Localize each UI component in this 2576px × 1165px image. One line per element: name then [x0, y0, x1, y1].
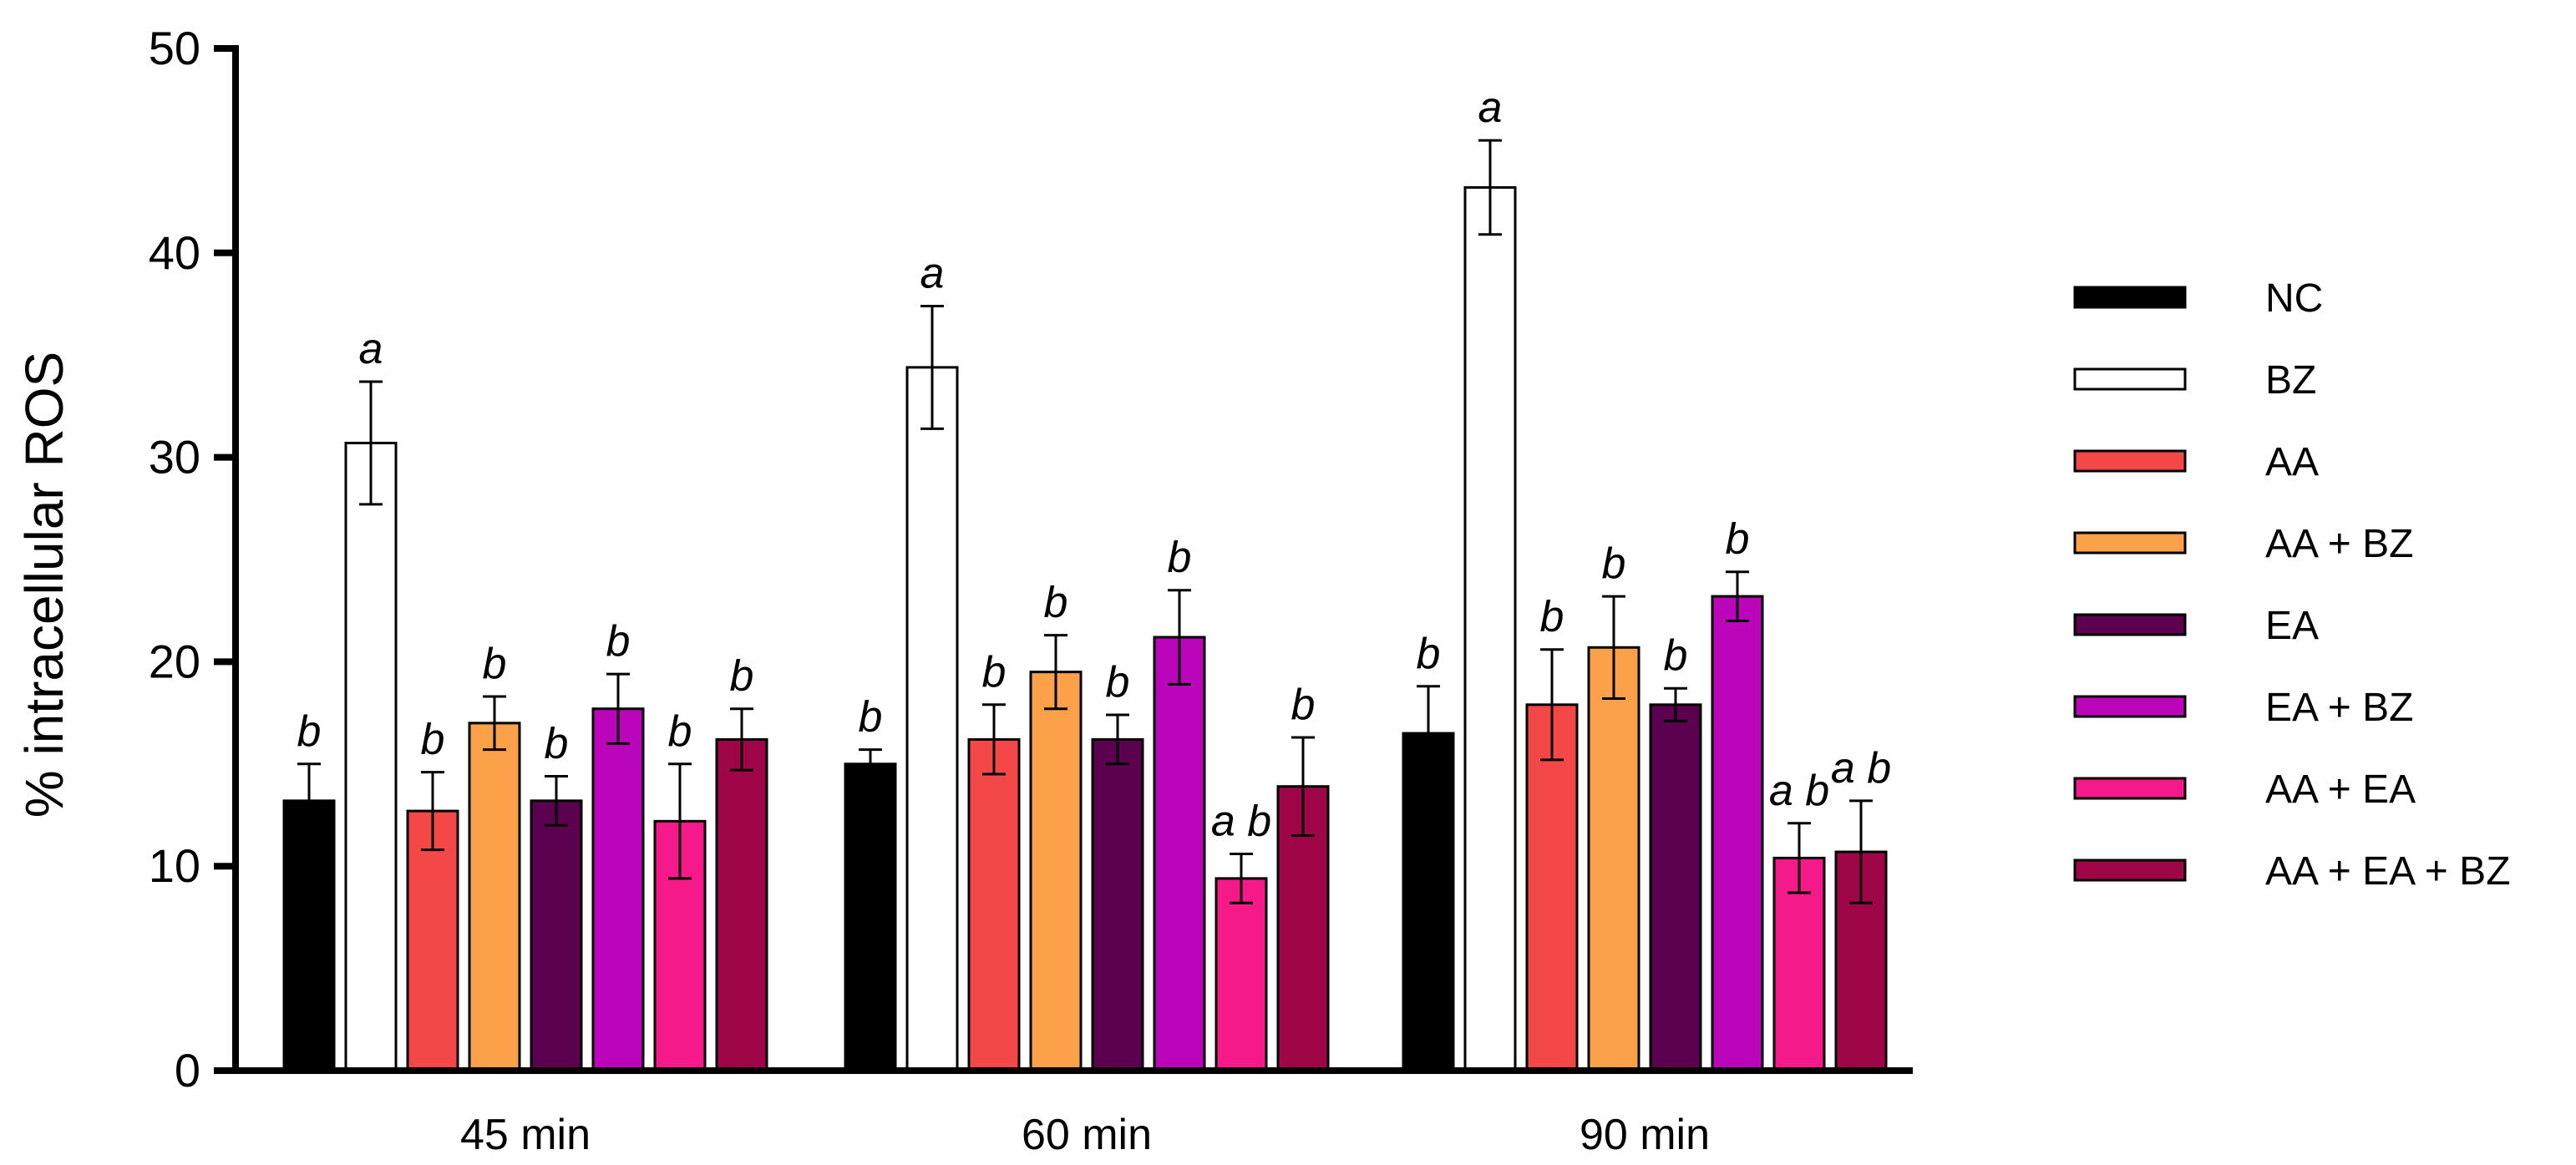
significance-label: a b: [1211, 798, 1271, 846]
y-tick-label: 40: [149, 226, 200, 279]
bar-nc-90-min: [1402, 732, 1455, 1072]
bar-ea-bz-90-min: [1711, 595, 1764, 1072]
bar-aa-bz-45-min: [468, 722, 521, 1072]
legend: NC BZ AA AA + BZ EA EA + BZ AA + EA AA + EA + B…: [2073, 276, 2511, 894]
bar-aa-45-min: [406, 809, 459, 1072]
significance-label: b: [1664, 631, 1688, 680]
y-tick-label: 20: [149, 635, 200, 687]
significance-label: b: [1726, 515, 1750, 564]
legend-swatch: [2073, 777, 2187, 800]
legend-swatch: [2073, 695, 2187, 718]
legend-swatch: [2073, 449, 2187, 473]
bar-nc-60-min: [844, 762, 897, 1072]
y-tick-label: 50: [149, 22, 200, 74]
significance-label: b: [545, 719, 569, 767]
significance-label: b: [1291, 681, 1316, 729]
y-tick-label: 10: [149, 839, 200, 892]
significance-label: b: [1540, 593, 1564, 641]
y-tick-label: 0: [175, 1044, 200, 1097]
y-axis-ticks: 0 10 20 30 40 50: [149, 22, 236, 1097]
bar-aa-ea-bz-45-min: [715, 737, 768, 1072]
bar-aa-bz-60-min: [1029, 671, 1083, 1072]
significance-label: b: [982, 648, 1007, 696]
legend-swatch: [2073, 531, 2187, 555]
significance-label: b: [606, 617, 631, 666]
legend-label: NC: [2265, 276, 2323, 321]
legend-swatch: [2073, 859, 2187, 882]
legend-label: AA: [2265, 440, 2319, 484]
bar-aa-ea-60-min: [1214, 877, 1268, 1072]
significance-label: b: [730, 652, 754, 701]
significance-label: a: [1478, 84, 1503, 132]
significance-label: b: [1417, 630, 1441, 678]
bar-aa-bz-90-min: [1587, 646, 1640, 1072]
significance-label: b: [1106, 658, 1130, 707]
legend-label: EA + BZ: [2265, 686, 2413, 730]
significance-label: a: [920, 249, 945, 297]
significance-label: a b: [1831, 744, 1891, 793]
significance-label: b: [483, 640, 507, 688]
y-tick-label: 30: [149, 431, 200, 484]
x-category-label: 60 min: [1022, 1111, 1152, 1159]
bar-ea-bz-45-min: [591, 707, 645, 1072]
legend-swatch: [2073, 286, 2187, 309]
bar-aa-60-min: [967, 737, 1021, 1072]
bar-ea-90-min: [1649, 703, 1702, 1072]
bar-bz-90-min: [1463, 185, 1517, 1072]
significance-label: a b: [1769, 767, 1829, 815]
significance-label: a: [359, 325, 383, 373]
bar-bz-45-min: [344, 441, 398, 1072]
bar-bz-60-min: [905, 366, 959, 1072]
axes: 45 min 60 min 90 min: [232, 45, 1913, 1159]
bar-ea-bz-60-min: [1153, 636, 1206, 1072]
significance-label: b: [859, 693, 883, 742]
x-category-label: 45 min: [460, 1111, 591, 1159]
legend-label: AA + EA: [2265, 767, 2416, 812]
y-axis-label: % intracellular ROS: [14, 352, 74, 818]
significance-label: b: [421, 716, 445, 764]
axis-labels: % intracellular ROS: [14, 352, 74, 818]
legend-label: AA + BZ: [2265, 522, 2413, 566]
bar-ea-45-min: [530, 799, 583, 1072]
legend-swatch: [2073, 367, 2187, 391]
legend-swatch: [2073, 613, 2187, 636]
legend-label: EA: [2265, 604, 2319, 648]
bar-ea-60-min: [1091, 737, 1144, 1072]
significance-label: b: [1168, 534, 1192, 582]
legend-label: AA + EA + BZ: [2265, 849, 2511, 894]
bar-nc-45-min: [282, 799, 336, 1072]
x-category-label: 90 min: [1580, 1111, 1710, 1159]
significance-label: b: [668, 707, 692, 756]
significance-label: b: [1044, 579, 1068, 627]
significance-label: b: [297, 707, 322, 756]
significance-label: b: [1602, 539, 1626, 588]
legend-label: BZ: [2265, 358, 2316, 403]
